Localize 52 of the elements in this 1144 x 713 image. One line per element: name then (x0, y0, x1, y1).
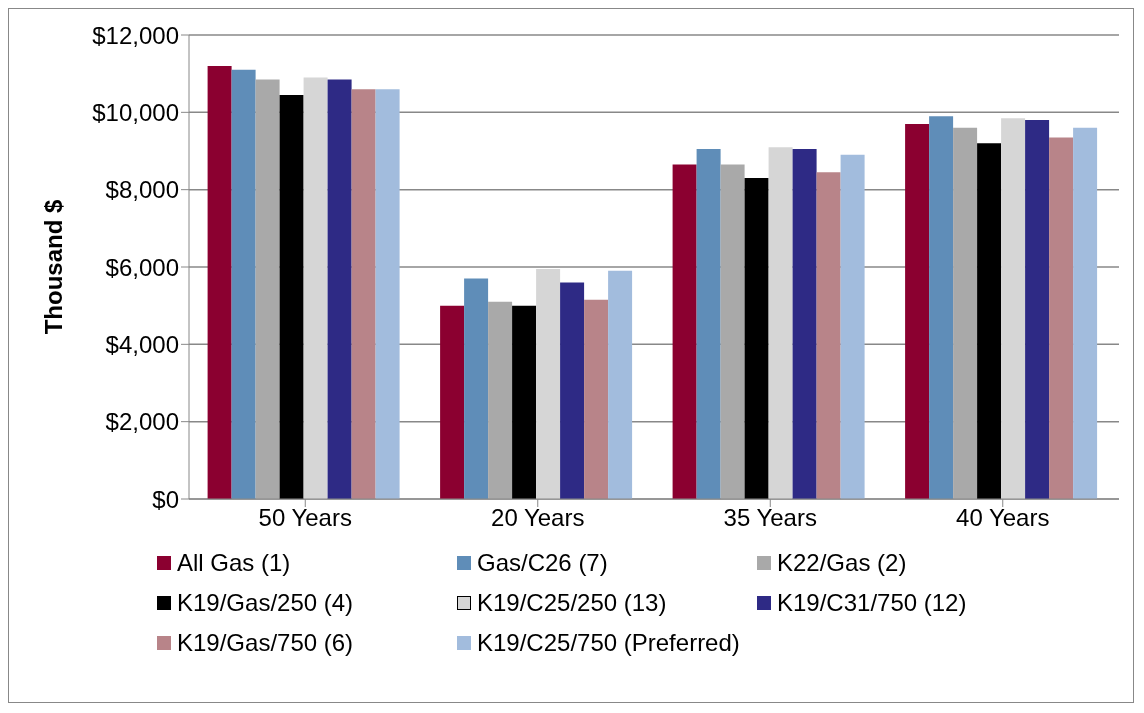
bar (584, 299, 609, 499)
bar (816, 172, 841, 499)
bar (440, 305, 465, 499)
y-tick-label: $2,000 (105, 408, 179, 436)
legend-label: K22/Gas (2) (777, 549, 907, 577)
bar (560, 282, 585, 499)
legend-label: K19/C25/250 (13) (477, 589, 667, 617)
x-tick-label: 35 Years (723, 504, 817, 532)
bar (672, 164, 697, 499)
legend-label: K19/C25/750 (Preferred) (477, 629, 740, 657)
y-tick-label: $6,000 (105, 253, 179, 281)
bar (536, 268, 561, 499)
bar (464, 278, 489, 499)
bar (207, 65, 232, 499)
y-tick-label: $12,000 (92, 21, 179, 49)
bar (720, 164, 745, 499)
bar (231, 69, 256, 499)
bar (696, 149, 721, 499)
bar (1025, 120, 1050, 499)
bar (327, 79, 352, 499)
bar (488, 301, 513, 499)
bar (953, 127, 978, 499)
bar (512, 305, 537, 499)
bar (744, 178, 769, 499)
x-tick-label: 40 Years (956, 504, 1050, 532)
legend-label: K19/Gas/250 (4) (177, 589, 354, 617)
y-tick-label: $4,000 (105, 330, 179, 358)
bar (1001, 118, 1026, 499)
bar (351, 89, 376, 499)
bar (303, 77, 328, 499)
bar (792, 149, 817, 499)
bar (977, 143, 1002, 499)
y-tick-label: $10,000 (92, 98, 179, 126)
x-tick-label: 20 Years (491, 504, 585, 532)
bar (255, 79, 280, 499)
bar (1073, 127, 1098, 499)
bar (279, 94, 304, 499)
y-tick-label: $0 (152, 485, 179, 513)
bar (1049, 137, 1074, 499)
bar (840, 154, 865, 499)
y-tick-label: $8,000 (105, 176, 179, 204)
legend-label: All Gas (1) (177, 549, 291, 577)
legend-label: K19/C31/750 (12) (777, 589, 967, 617)
legend-label: K19/Gas/750 (6) (177, 629, 354, 657)
x-tick-label: 50 Years (258, 504, 352, 532)
legend-label: Gas/C26 (7) (477, 549, 608, 577)
bar (905, 123, 930, 499)
bar (768, 147, 793, 499)
bar (608, 270, 633, 499)
bar (375, 89, 400, 499)
bar (929, 116, 954, 499)
y-axis-title: Thousand $ (39, 199, 67, 335)
